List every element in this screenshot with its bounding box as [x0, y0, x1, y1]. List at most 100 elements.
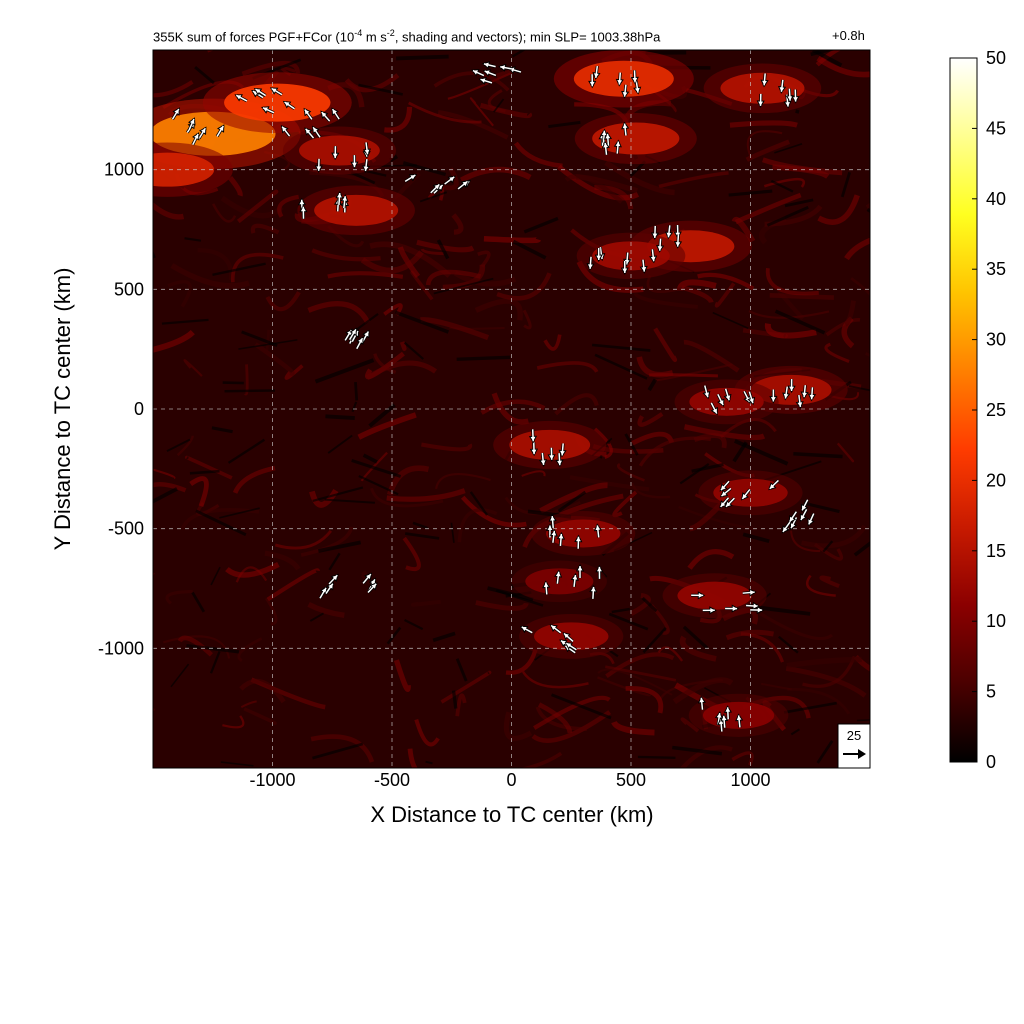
- title-exponent-1: -4: [354, 28, 363, 38]
- force-vector-arrow: [719, 480, 731, 492]
- force-vector-arrow: [538, 452, 548, 467]
- force-vector-arrow: [556, 531, 566, 547]
- force-vector-arrow: [234, 93, 248, 103]
- force-vector-arrow: [362, 158, 371, 174]
- texture-streak: [311, 248, 381, 262]
- texture-dark-streak: [433, 277, 494, 295]
- texture-dark-streak: [354, 381, 359, 401]
- force-vector-arrow: [318, 586, 328, 600]
- texture-dark-streak: [358, 83, 404, 96]
- texture-dark-streak: [312, 486, 364, 503]
- force-vector-arrow: [331, 146, 340, 161]
- texture-streak: [373, 353, 397, 374]
- texture-dark-streak: [790, 728, 801, 736]
- force-vector-arrow: [404, 173, 418, 183]
- force-vector-arrow: [327, 573, 339, 586]
- texture-streak: [631, 482, 671, 499]
- texture-streak: [759, 612, 834, 641]
- force-vector-arrow: [795, 394, 804, 410]
- texture-streak: [637, 412, 664, 427]
- x-tick-label: -1000: [249, 770, 295, 790]
- texture-streak: [310, 734, 375, 763]
- texture-streak: [360, 250, 424, 274]
- texture-dark-streak: [557, 490, 587, 513]
- force-vector-arrow: [649, 249, 658, 264]
- texture-dark-streak: [641, 596, 658, 613]
- force-vector-arrow: [253, 87, 267, 97]
- texture-dark-streak: [778, 635, 799, 654]
- texture-streak: [865, 352, 870, 358]
- texture-streak: [539, 482, 608, 514]
- force-vector-arrow: [807, 512, 816, 527]
- force-vector-arrow: [800, 385, 809, 400]
- texture-streak: [407, 748, 418, 768]
- hotspot: [224, 83, 331, 122]
- force-vector-arrow: [788, 510, 798, 524]
- colorbar-tick-label: 30: [986, 330, 1006, 350]
- texture-dark-streak: [317, 540, 362, 553]
- reference-arrow-icon: [843, 749, 866, 759]
- force-vector-arrow: [599, 128, 609, 143]
- force-vector-arrow: [785, 88, 794, 103]
- texture-streak: [228, 176, 243, 197]
- force-vector-arrow: [719, 496, 730, 509]
- force-vector-arrow: [639, 259, 648, 274]
- texture-dark-streak: [184, 237, 202, 242]
- colorbar-tick-label: 10: [986, 611, 1006, 631]
- title-prefix: 355K sum of forces PGF+FCor (10: [153, 29, 355, 45]
- texture-dark-streak: [469, 491, 489, 516]
- force-vector-arrow: [314, 158, 323, 173]
- force-vector-arrow: [542, 580, 551, 595]
- texture-streak: [225, 562, 280, 578]
- texture-streak: [487, 89, 506, 113]
- texture-streak: [440, 670, 492, 704]
- texture-dark-streak: [419, 191, 448, 203]
- force-vector-arrow: [586, 256, 595, 271]
- texture-streak: [274, 529, 333, 550]
- hotspot: [153, 152, 215, 187]
- title-middle: m s: [362, 29, 387, 45]
- force-vector-arrow: [735, 713, 744, 728]
- texture-dark-streak: [170, 663, 190, 688]
- texture-dark-streak: [611, 607, 631, 614]
- texture-streak: [731, 751, 754, 766]
- texture-streak: [411, 599, 442, 607]
- texture-dark-streak: [647, 378, 658, 392]
- texture-streak: [447, 72, 511, 100]
- texture-dark-streak: [608, 612, 649, 631]
- title-suffix: , shading and vectors); min SLP= 1003.38…: [394, 29, 661, 45]
- force-vector-arrow: [280, 125, 291, 138]
- force-vector-arrow: [615, 72, 624, 87]
- texture-streak: [469, 97, 494, 127]
- force-vector-arrow: [601, 140, 610, 155]
- texture-dark-streak: [784, 198, 814, 208]
- texture-dark-streak: [211, 426, 233, 434]
- force-vector-arrow: [621, 121, 630, 136]
- texture-dark-streak: [186, 644, 240, 654]
- texture-streak: [420, 317, 490, 341]
- force-vector-arrow: [481, 61, 496, 70]
- texture-dark-streak: [642, 626, 667, 654]
- texture-streak: [460, 495, 527, 528]
- texture-dark-streak: [351, 401, 358, 413]
- force-vector-arrow: [709, 402, 719, 416]
- texture-dark-streak: [770, 179, 794, 193]
- force-vector-arrow: [549, 624, 562, 634]
- force-vector-arrow: [750, 605, 765, 615]
- x-axis-ticks: -1000 -500 0 500 1000: [249, 770, 770, 790]
- texture-streak: [360, 570, 372, 584]
- texture-dark-streak: [241, 330, 278, 347]
- texture-streak: [264, 550, 301, 571]
- texture-streak: [865, 202, 870, 211]
- forecast-time-label: +0.8h: [832, 28, 865, 43]
- texture-streak: [844, 237, 870, 261]
- force-vector-arrow: [554, 569, 563, 584]
- y-tick-label: -500: [108, 519, 144, 539]
- texture-streak: [714, 282, 736, 308]
- force-vector-arrow: [716, 393, 725, 407]
- texture-streak: [232, 465, 276, 494]
- texture-dark-streak: [224, 389, 276, 393]
- force-vector-arrow: [429, 183, 441, 194]
- texture-streak: [153, 707, 156, 712]
- texture-streak: [189, 476, 209, 508]
